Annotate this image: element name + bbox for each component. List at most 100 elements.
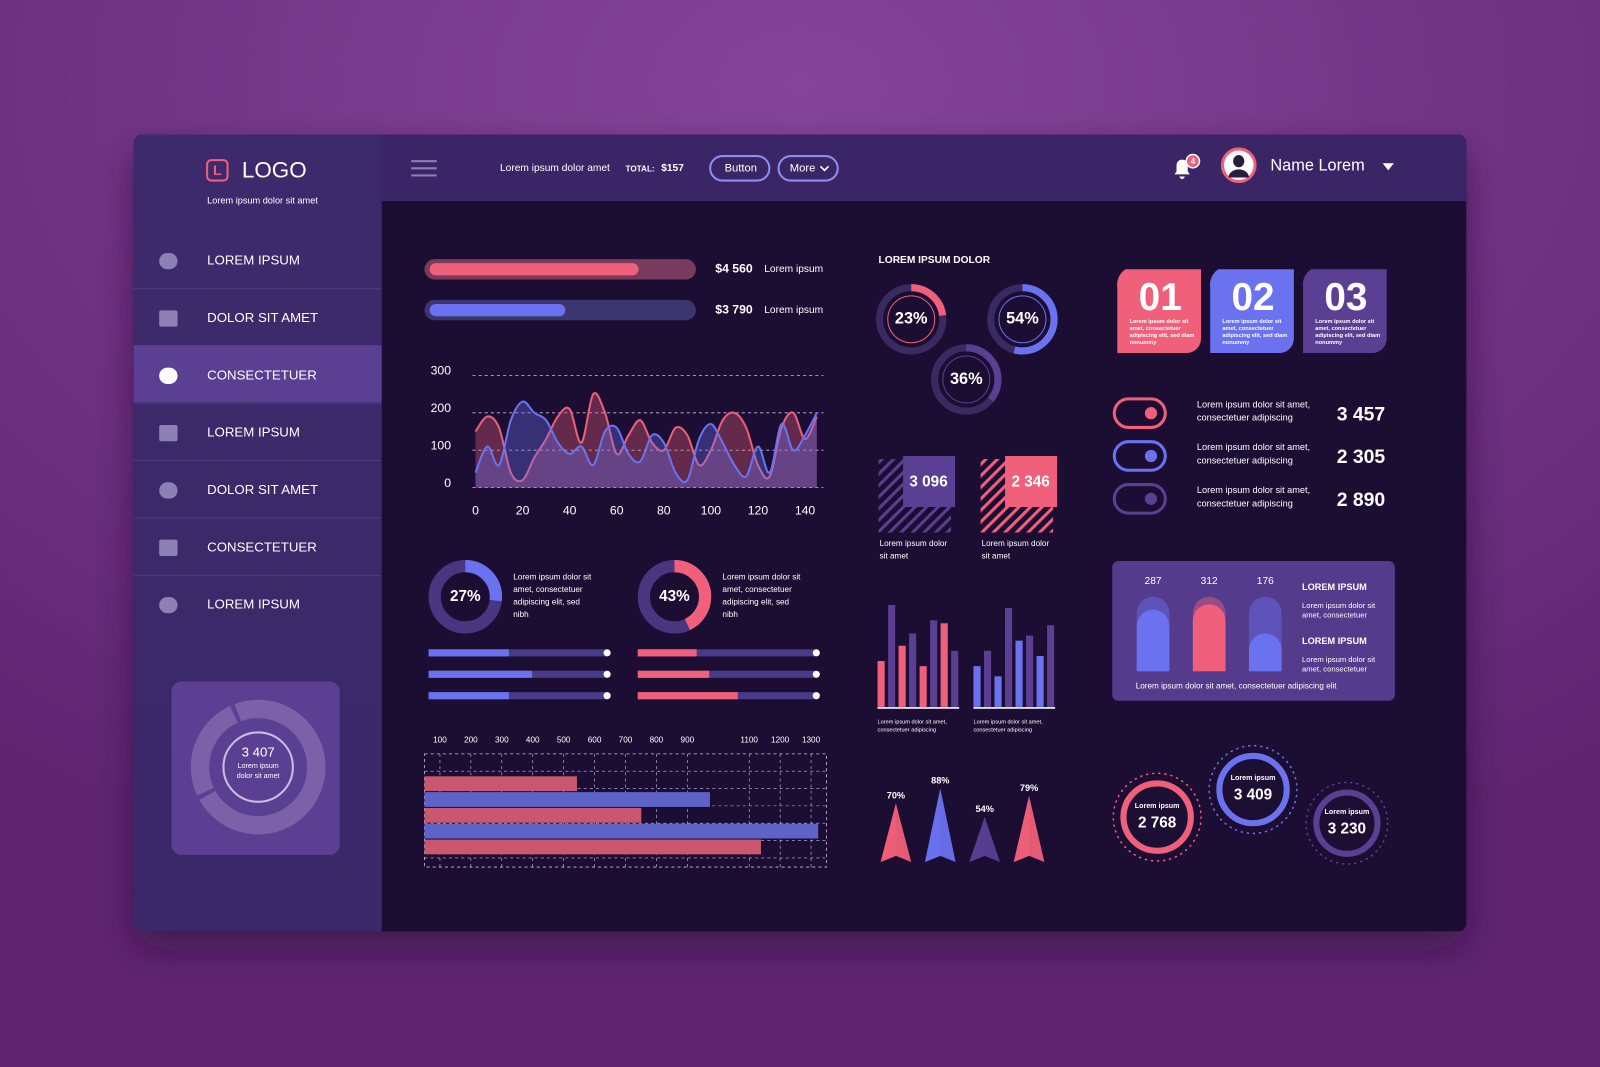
nav-item[interactable]: LOREM IPSUM (159, 425, 300, 442)
avatar-person[interactable] (1228, 155, 1249, 178)
nav-item[interactable]: CONSECTETUER (159, 539, 317, 556)
column (919, 666, 927, 707)
user-name[interactable]: Name Lorem (1270, 157, 1364, 175)
progress-amount: $3 790 (715, 302, 753, 316)
toggle-pill[interactable] (1112, 440, 1167, 472)
toggle-knob[interactable] (1144, 407, 1158, 420)
toggle-pill[interactable] (1112, 483, 1167, 515)
section-title: LOREM IPSUM DOLOR (879, 255, 991, 266)
card-number: 02 (1231, 276, 1274, 319)
x-tick-label: 0 (472, 503, 479, 517)
header-text: Lorem ipsum dolor amet (500, 163, 610, 174)
button-label[interactable]: More (790, 162, 816, 174)
column (898, 645, 906, 707)
nav-label[interactable]: LOREM IPSUM (207, 425, 300, 440)
gauge-inner (887, 295, 936, 344)
capsule-footer: Lorem ipsum dolor sit amet, consectetuer… (1136, 682, 1338, 691)
number-card (1209, 269, 1294, 353)
logo-letter: L (213, 163, 222, 179)
x-tick-label: 700 (619, 736, 633, 745)
toggle-knob[interactable] (1144, 492, 1158, 505)
button-outline[interactable] (709, 155, 771, 182)
progress-fill (429, 263, 639, 276)
card-text: nonummy (1130, 340, 1158, 346)
slider-knob (812, 670, 820, 678)
nav-item[interactable]: DOLOR SIT AMET (159, 310, 318, 327)
nav-label[interactable]: CONSECTETUER (207, 367, 317, 382)
button[interactable]: Button (709, 155, 771, 182)
button-label[interactable]: Button (725, 162, 757, 174)
nav-item[interactable]: LOREM IPSUM (159, 597, 300, 614)
ring-dots (1305, 781, 1389, 865)
line-series (474, 400, 818, 484)
nav-label[interactable]: DOLOR SIT AMET (207, 310, 318, 325)
toggle-value: 2 890 (1337, 489, 1386, 511)
capsule-text: Lorem ipsum dolor sit (1302, 601, 1376, 610)
column (909, 633, 917, 707)
nav-item[interactable]: DOLOR SIT AMET (159, 482, 318, 499)
donut-text: amet, consectetuer (513, 585, 583, 594)
chevron[interactable] (819, 165, 830, 172)
x-tick-label: 120 (748, 503, 769, 517)
slider-knob (603, 692, 611, 700)
toggle-text: Lorem ipsum dolor sit amet, (1197, 485, 1310, 495)
ring (1313, 789, 1381, 857)
ring-dots (1112, 772, 1202, 862)
more-button[interactable]: More (777, 155, 839, 182)
toggle[interactable] (1112, 440, 1167, 472)
gauge-inner (998, 295, 1047, 344)
column (930, 620, 938, 707)
x-tick-label: 100 (701, 503, 722, 517)
gauge-arc (931, 344, 1002, 415)
column-caption: consectetuer adipiscing (973, 727, 1032, 733)
card-text: adipiscing elit, sed diam (1130, 333, 1195, 339)
widget-label: dolor sit amet (237, 772, 280, 780)
notifications[interactable]: 4 (1174, 153, 1201, 180)
column (1047, 625, 1055, 707)
nav-item[interactable]: CONSECTETUER (159, 367, 317, 384)
donut-arc (637, 560, 712, 634)
stat-value: 2 346 (1011, 474, 1049, 491)
widget-ring (190, 699, 326, 835)
ring-value: 2 768 (1138, 814, 1177, 831)
user-menu[interactable]: Name Lorem (1220, 147, 1394, 184)
button-outline[interactable] (777, 155, 839, 182)
toggle-text: Lorem ipsum dolor sit amet, (1197, 442, 1310, 452)
toggle-text: consectetuer adipiscing (1197, 413, 1293, 423)
nav-item[interactable]: LOREM IPSUM (159, 253, 300, 270)
donut-arc (428, 560, 503, 634)
nav-label[interactable]: LOREM IPSUM (207, 597, 300, 612)
pyramid (924, 788, 956, 862)
column (1036, 655, 1044, 707)
toggle[interactable] (1112, 397, 1167, 429)
ring-value: 3 409 (1234, 787, 1272, 804)
slider-fill (428, 649, 509, 657)
bell-icon[interactable] (1174, 159, 1190, 180)
capsule-text: amet, consectetuer (1302, 611, 1367, 620)
stat-value: 3 096 (909, 474, 947, 491)
slider-track (637, 649, 817, 657)
stat-label: Lorem ipsum dolor (982, 539, 1050, 548)
slider-knob (603, 670, 611, 678)
toggle[interactable] (1112, 483, 1167, 515)
toggle-text: consectetuer adipiscing (1197, 498, 1293, 508)
widget-value: 3 407 (242, 744, 275, 759)
capsule-fill (1136, 609, 1170, 672)
badge-count[interactable]: 4 (1191, 157, 1196, 166)
nav-label[interactable]: CONSECTETUER (207, 539, 317, 554)
column-caption: Lorem ipsum dolor sit amet, (878, 720, 948, 726)
x-tick-label: 40 (563, 503, 577, 517)
donut-text: adipiscing elit, sed (722, 598, 789, 607)
x-tick-label: 100 (433, 736, 447, 745)
nav-label[interactable]: LOREM IPSUM (207, 253, 300, 268)
toggle-pill[interactable] (1112, 397, 1167, 429)
caret[interactable] (1382, 163, 1394, 171)
column-caption: consectetuer adipiscing (878, 727, 937, 733)
progress-amount: $4 560 (715, 262, 753, 276)
toggle-knob[interactable] (1144, 449, 1158, 463)
nav-label[interactable]: DOLOR SIT AMET (207, 482, 318, 497)
gauge-arc (987, 284, 1058, 355)
logo-tagline: Lorem ipsum dolor sit amet (207, 195, 318, 205)
ring-label: Lorem ipsum (1135, 802, 1180, 810)
badge[interactable] (1185, 153, 1201, 169)
